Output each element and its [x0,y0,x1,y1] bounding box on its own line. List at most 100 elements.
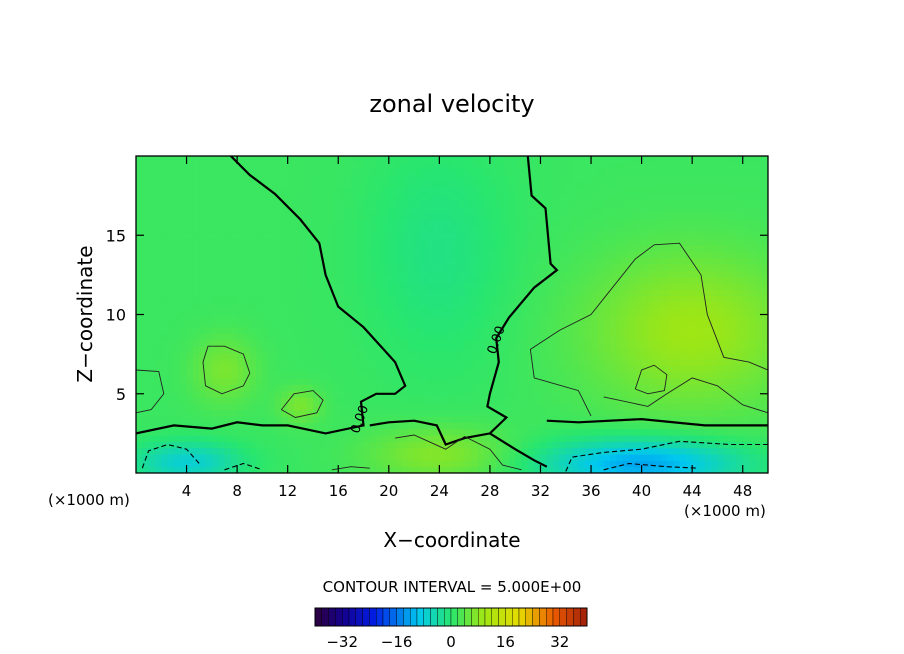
field-cell [521,320,529,328]
field-cell [218,257,226,265]
field-cell [647,282,655,290]
field-cell [477,415,485,423]
field-cell [496,232,504,240]
field-cell [230,384,238,392]
field-cell [660,276,668,284]
field-cell [401,466,409,473]
field-cell [470,168,478,176]
field-cell [388,175,396,182]
field-cell [622,466,630,473]
field-cell [338,390,346,398]
field-cell [407,301,415,309]
field-cell [521,213,529,220]
field-cell [515,175,523,182]
field-cell [414,352,421,360]
field-cell [186,314,194,322]
field-cell [154,219,162,227]
field-cell [534,156,542,163]
field-cell [692,175,700,182]
field-cell [616,390,624,398]
field-cell [572,257,579,265]
field-cell [401,156,409,163]
field-cell [192,352,200,360]
field-cell [205,289,213,297]
field-cell [395,187,403,195]
field-cell [344,384,352,392]
field-cell [211,187,219,195]
field-cell [508,396,516,404]
field-cell [698,403,706,411]
field-cell [496,447,504,455]
field-cell [521,327,529,335]
field-cell [287,308,295,316]
field-cell [344,447,352,455]
field-cell [521,244,529,252]
field-cell [230,333,238,341]
field-cell [420,352,428,360]
field-cell [610,194,617,201]
field-cell [616,295,624,303]
field-cell [243,225,251,233]
field-cell [306,447,314,455]
field-cell [306,225,314,233]
field-cell [414,422,421,430]
field-cell [666,409,674,417]
field-cell [262,358,270,366]
field-cell [685,263,693,271]
field-cell [388,441,396,449]
field-cell [553,415,561,423]
field-cell [603,181,611,189]
field-cell [161,415,169,423]
field-cell [477,320,485,328]
field-cell [148,327,156,335]
field-cell [483,263,491,271]
field-cell [679,441,687,449]
field-cell [439,352,447,360]
field-cell [426,453,434,461]
field-cell [496,339,504,347]
field-cell [325,352,333,360]
field-cell [477,308,485,316]
field-cell [647,365,655,373]
field-cell [452,371,459,379]
field-cell [262,244,270,252]
field-cell [350,460,358,468]
field-cell [325,409,333,417]
field-cell [420,346,428,354]
field-cell [723,327,731,335]
field-cell [426,181,434,189]
field-cell [192,156,200,163]
field-cell [300,428,308,436]
field-cell [515,308,523,316]
field-cell [148,346,156,354]
field-cell [723,415,731,423]
field-cell [508,390,516,398]
field-cell [407,409,415,417]
field-cell [256,327,263,335]
field-cell [515,358,523,366]
field-cell [540,466,548,473]
field-cell [749,257,756,265]
field-cell [742,396,750,404]
field-cell [603,244,611,252]
field-cell [230,460,238,468]
field-cell [647,441,655,449]
field-cell [199,244,207,252]
field-cell [230,244,238,252]
field-cell [338,346,346,354]
field-cell [338,213,346,220]
field-cell [508,225,516,233]
field-cell [452,409,459,417]
field-cell [167,333,175,341]
field-cell [698,225,706,233]
field-cell [565,282,573,290]
field-cell [628,428,636,436]
field-cell [331,238,339,246]
field-cell [357,270,365,278]
field-cell [736,282,744,290]
field-cell [407,422,415,430]
field-cell [439,333,447,341]
field-cell [641,257,649,265]
field-cell [395,194,403,201]
field-cell [749,238,756,246]
